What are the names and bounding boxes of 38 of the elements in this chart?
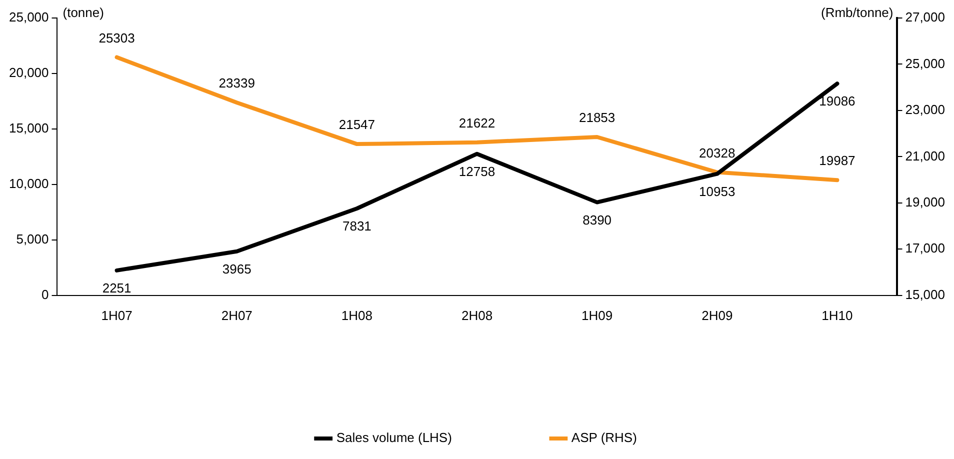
- x-tick-label: 2H08: [461, 308, 493, 323]
- y-axis-title: (tonne): [62, 5, 104, 20]
- data-label: 19086: [819, 94, 856, 109]
- data-label: 2251: [102, 280, 132, 296]
- y2-tick-label: 21,000: [905, 148, 946, 164]
- y2-tick-label: 23,000: [905, 102, 946, 118]
- data-label: 21622: [458, 115, 496, 130]
- data-label: 25303: [98, 30, 135, 46]
- y-tick-label: 0: [42, 286, 49, 302]
- y2-tick-label: 27,000: [905, 10, 946, 25]
- x-tick-label: 1H07: [101, 308, 132, 323]
- legend-label: ASP (RHS): [571, 430, 637, 446]
- x-tick-label: 2H09: [702, 308, 733, 323]
- x-tick-label: 1H10: [822, 308, 853, 323]
- legend-label: Sales volume (LHS): [336, 430, 452, 446]
- data-label: 12758: [458, 164, 496, 179]
- data-label: 8390: [582, 212, 612, 228]
- y-tick-label: 10,000: [8, 176, 49, 192]
- x-tick-label: 2H07: [221, 308, 252, 323]
- data-label: 7831: [342, 218, 372, 234]
- y2-tick-label: 17,000: [905, 240, 946, 256]
- data-label: 3965: [222, 261, 252, 276]
- data-label: 20328: [699, 145, 736, 160]
- x-tick-label: 1H09: [582, 308, 613, 323]
- y-tick-label: 15,000: [8, 120, 49, 136]
- y2-tick-label: 19,000: [905, 194, 946, 210]
- data-label: 23339: [218, 76, 255, 91]
- data-label: 21547: [338, 117, 376, 132]
- y2-axis-title: (Rmb/tonne): [820, 5, 894, 20]
- y-tick-label: 25,000: [8, 10, 49, 25]
- data-label: 19987: [819, 153, 856, 168]
- data-label: 10953: [699, 184, 736, 199]
- y2-tick-label: 25,000: [905, 56, 946, 71]
- data-label: 21853: [578, 110, 616, 126]
- y2-tick-label: 15,000: [905, 286, 946, 302]
- y-tick-label: 20,000: [8, 65, 49, 80]
- y-tick-label: 5,000: [16, 232, 49, 246]
- x-tick-label: 1H08: [341, 308, 372, 323]
